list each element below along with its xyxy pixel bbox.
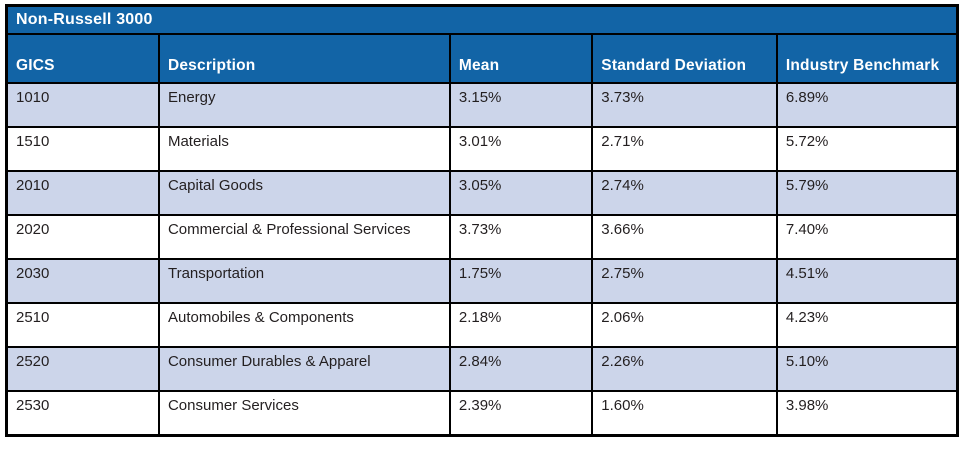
- mean-cell: 1.75%: [448, 258, 594, 304]
- column-header-mean: Mean: [448, 33, 594, 84]
- mean-cell: 3.01%: [448, 126, 594, 172]
- table-row: 2530 Consumer Services 2.39% 1.60% 3.98%: [5, 390, 959, 436]
- description-cell: Transportation: [157, 258, 451, 304]
- gics-cell: 1510: [5, 126, 160, 172]
- table-title: Non-Russell 3000: [5, 4, 959, 35]
- mean-cell: 2.39%: [448, 390, 594, 436]
- gics-cell: 2520: [5, 346, 160, 392]
- table-header-row: GICS Description Mean Standard Deviation…: [5, 33, 959, 84]
- description-cell: Capital Goods: [157, 170, 451, 216]
- std-dev-cell: 1.60%: [591, 390, 778, 436]
- column-header-benchmark: Industry Benchmark: [775, 33, 959, 84]
- non-russell-3000-table: Non-Russell 3000 GICS Description Mean S…: [5, 4, 959, 437]
- benchmark-cell: 4.51%: [775, 258, 959, 304]
- std-dev-cell: 3.66%: [591, 214, 778, 260]
- mean-cell: 3.73%: [448, 214, 594, 260]
- benchmark-cell: 5.72%: [775, 126, 959, 172]
- description-cell: Automobiles & Components: [157, 302, 451, 348]
- table-row: 2020 Commercial & Professional Services …: [5, 214, 959, 260]
- gics-cell: 2530: [5, 390, 160, 436]
- description-cell: Commercial & Professional Services: [157, 214, 451, 260]
- table-row: 1010 Energy 3.15% 3.73% 6.89%: [5, 82, 959, 128]
- table-row: 2030 Transportation 1.75% 2.75% 4.51%: [5, 258, 959, 304]
- benchmark-cell: 6.89%: [775, 82, 959, 128]
- mean-cell: 2.18%: [448, 302, 594, 348]
- description-cell: Consumer Services: [157, 390, 451, 436]
- table-row: 2510 Automobiles & Components 2.18% 2.06…: [5, 302, 959, 348]
- table-row: 1510 Materials 3.01% 2.71% 5.72%: [5, 126, 959, 172]
- gics-cell: 2020: [5, 214, 160, 260]
- benchmark-cell: 5.79%: [775, 170, 959, 216]
- table-row: 2010 Capital Goods 3.05% 2.74% 5.79%: [5, 170, 959, 216]
- std-dev-cell: 2.06%: [591, 302, 778, 348]
- description-cell: Consumer Durables & Apparel: [157, 346, 451, 392]
- std-dev-cell: 2.71%: [591, 126, 778, 172]
- table-title-row: Non-Russell 3000: [5, 4, 959, 35]
- description-cell: Materials: [157, 126, 451, 172]
- benchmark-cell: 5.10%: [775, 346, 959, 392]
- column-header-std-dev: Standard Deviation: [591, 33, 778, 84]
- column-header-gics: GICS: [5, 33, 160, 84]
- description-cell: Energy: [157, 82, 451, 128]
- mean-cell: 3.15%: [448, 82, 594, 128]
- benchmark-cell: 7.40%: [775, 214, 959, 260]
- gics-cell: 2030: [5, 258, 160, 304]
- column-header-description: Description: [157, 33, 451, 84]
- table-row: 2520 Consumer Durables & Apparel 2.84% 2…: [5, 346, 959, 392]
- std-dev-cell: 2.26%: [591, 346, 778, 392]
- gics-cell: 2010: [5, 170, 160, 216]
- std-dev-cell: 2.75%: [591, 258, 778, 304]
- mean-cell: 2.84%: [448, 346, 594, 392]
- gics-cell: 2510: [5, 302, 160, 348]
- std-dev-cell: 2.74%: [591, 170, 778, 216]
- benchmark-cell: 3.98%: [775, 390, 959, 436]
- mean-cell: 3.05%: [448, 170, 594, 216]
- std-dev-cell: 3.73%: [591, 82, 778, 128]
- gics-cell: 1010: [5, 82, 160, 128]
- benchmark-cell: 4.23%: [775, 302, 959, 348]
